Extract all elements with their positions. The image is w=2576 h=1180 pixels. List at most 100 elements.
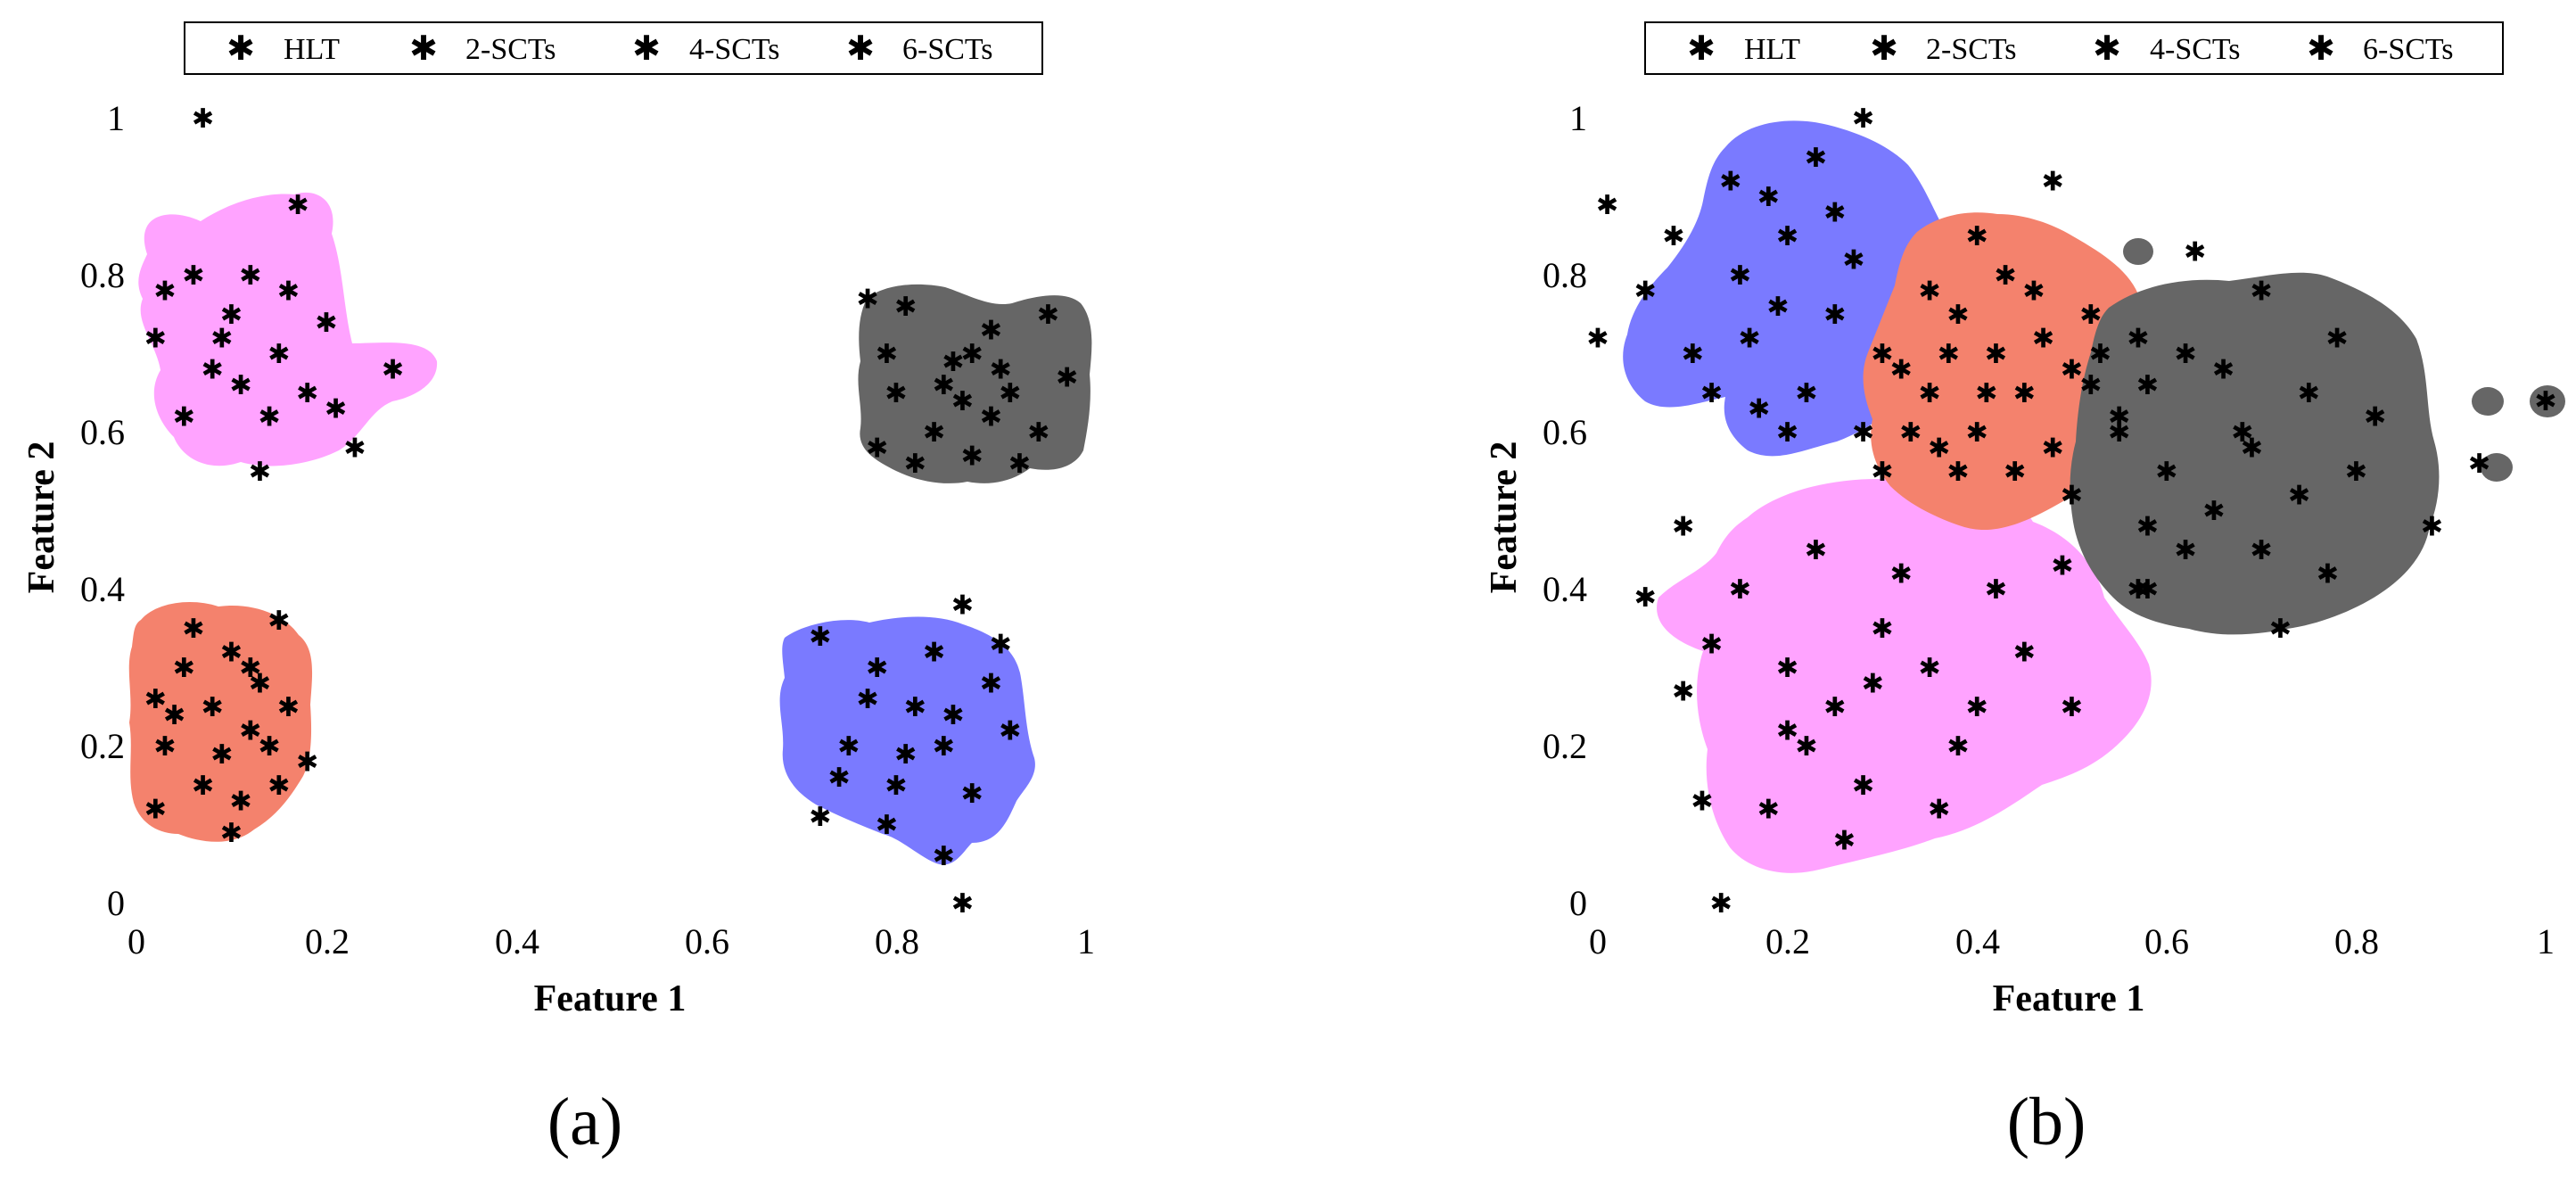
data-point-2-scts: ✱ <box>1985 340 2007 369</box>
data-point-2-scts: ✱ <box>2136 371 2159 400</box>
x-tick-label: 0 <box>128 921 145 961</box>
data-point-6-scts: ✱ <box>1776 654 1798 683</box>
legend-label: 4-SCTs <box>689 33 780 66</box>
x-tick-label: 0.6 <box>2144 921 2189 961</box>
data-point-hlt: ✱ <box>990 356 1012 385</box>
region-4-scts <box>779 616 1035 865</box>
data-point-6-scts: ✱ <box>1805 536 1827 565</box>
data-point-2-scts: ✱ <box>220 819 243 848</box>
data-point-hlt: ✱ <box>2241 434 2263 464</box>
data-point-2-scts: ✱ <box>2079 301 2102 330</box>
data-point-hlt: ✱ <box>980 317 1002 346</box>
data-point-4-scts: ✱ <box>1766 293 1789 322</box>
data-point-hlt: ✱ <box>2231 418 2253 448</box>
data-point-2-scts: ✱ <box>163 701 185 730</box>
axes-a: 0 0.2 0.4 0.6 0.8 1 0 0.2 0.4 0.6 0.8 1 … <box>21 98 1095 1159</box>
data-point-4-scts: ✱ <box>828 763 851 793</box>
data-point-4-scts: ✱ <box>894 740 917 770</box>
y-tick-label: 0.8 <box>80 255 125 295</box>
legend-label: 4-SCTs <box>2150 33 2241 66</box>
data-point-hlt: ✱ <box>2136 575 2159 605</box>
x-axis-label: Feature 1 <box>534 978 687 1019</box>
data-point-6-scts: ✱ <box>1823 693 1846 722</box>
data-point-hlt: ✱ <box>961 340 983 369</box>
data-point-4-scts: ✱ <box>951 591 974 621</box>
data-point-hlt: ✱ <box>2127 324 2149 353</box>
data-point-4-scts: ✱ <box>809 803 831 832</box>
y-tick-label: 0.6 <box>1543 412 1587 452</box>
data-point-6-scts: ✱ <box>267 340 290 369</box>
data-point-2-scts: ✱ <box>1919 379 1941 408</box>
data-point-hlt: ✱ <box>2326 324 2349 353</box>
data-point-6-scts: ✱ <box>343 434 366 464</box>
region-6-scts <box>1657 475 2152 873</box>
data-point-hlt: ✱ <box>2534 387 2556 417</box>
data-point-hlt: ✱ <box>866 434 888 464</box>
data-point-2-scts: ✱ <box>2022 277 2045 307</box>
data-point-6-scts: ✱ <box>1672 677 1694 706</box>
data-point-4-scts: ✱ <box>1719 167 1741 196</box>
y-tick-label: 0 <box>107 883 125 923</box>
data-point-6-scts: ✱ <box>1946 732 1969 762</box>
data-point-6-scts: ✱ <box>325 395 347 425</box>
x-tick-label: 0.2 <box>305 921 350 961</box>
data-point-hlt: ✱ <box>1056 363 1078 392</box>
data-point-2-scts: ✱ <box>1748 395 1770 425</box>
data-point-2-scts: ✱ <box>1946 458 1969 487</box>
axes-b: 0 0.2 0.4 0.6 0.8 1 0 0.2 0.4 0.6 0.8 1 … <box>1484 98 2555 1159</box>
data-point-2-scts: ✱ <box>192 772 214 801</box>
data-point-4-scts: ✱ <box>1871 340 1893 369</box>
y-tick-label: 0.2 <box>1543 726 1587 766</box>
data-point-4-scts: ✱ <box>1776 222 1798 252</box>
data-point-4-scts: ✱ <box>1852 104 1874 134</box>
data-point-hlt: ✱ <box>999 379 1021 408</box>
data-point-4-scts: ✱ <box>1871 458 1893 487</box>
legend-b: ✱ HLT ✱ 2-SCTs ✱ 4-SCTs ✱ 6-SCTs <box>1644 21 2504 75</box>
data-point-hlt: ✱ <box>980 402 1002 432</box>
data-point-2-scts: ✱ <box>2032 324 2054 353</box>
data-point-hlt: ✱ <box>1037 301 1059 330</box>
data-point-2-scts: ✱ <box>277 693 300 722</box>
data-point-hlt: ✱ <box>904 450 926 479</box>
data-point-hlt: ✱ <box>2155 458 2177 487</box>
data-point-hlt: ✱ <box>2184 238 2206 268</box>
data-point-6-scts: ✱ <box>239 261 261 291</box>
data-point-2-scts: ✱ <box>249 670 271 699</box>
data-point-6-scts: ✱ <box>1862 670 1884 699</box>
data-point-2-scts: ✱ <box>2061 481 2083 510</box>
data-point-hlt: ✱ <box>894 293 917 322</box>
data-point-6-scts: ✱ <box>2061 693 2083 722</box>
data-point-2-scts: ✱ <box>259 732 281 762</box>
data-point-6-scts: ✱ <box>315 309 337 338</box>
legend-star: ✱ <box>1870 30 1898 68</box>
data-point-2-scts: ✱ <box>210 740 233 770</box>
data-point-hlt: ✱ <box>2251 277 2273 307</box>
region-hlt <box>2530 385 2565 417</box>
panel-b: ✱ HLT ✱ 2-SCTs ✱ 4-SCTs ✱ 6-SCTs ✱✱✱✱✱✱✱… <box>1484 21 2565 1159</box>
data-point-4-scts: ✱ <box>961 780 983 809</box>
data-point-6-scts: ✱ <box>249 458 271 487</box>
legend-star: ✱ <box>2093 30 2121 68</box>
data-point-4-scts: ✱ <box>857 685 879 714</box>
data-point-6-scts: ✱ <box>144 324 167 353</box>
data-point-4-scts: ✱ <box>1805 144 1827 173</box>
data-point-4-scts: ✱ <box>1842 245 1864 275</box>
data-point-2-scts: ✱ <box>2004 458 2026 487</box>
data-point-hlt: ✱ <box>2468 450 2490 479</box>
data-point-6-scts: ✱ <box>1776 716 1798 746</box>
panel-a: ✱ HLT ✱ 2-SCTs ✱ 4-SCTs ✱ 6-SCTs ✱ ✱✱✱✱✱✱… <box>21 21 1095 1159</box>
x-tick-label: 0.8 <box>875 921 919 961</box>
data-point-2-scts: ✱ <box>267 772 290 801</box>
data-point-hlt: ✱ <box>961 441 983 471</box>
x-tick-label: 1 <box>1077 921 1095 961</box>
data-point-2-scts: ✱ <box>202 693 224 722</box>
points-a: ✱ ✱✱✱✱✱✱ ✱✱✱✱✱✱✱✱✱✱✱✱✱✱✱✱✱✱✱✱✱✱✱✱✱✱✱✱✱✱✱✱✱… <box>144 104 1079 919</box>
data-point-hlt: ✱ <box>2317 559 2339 589</box>
data-point-6-scts: ✱ <box>1966 693 1988 722</box>
region-hlt <box>858 284 1092 483</box>
cluster-regions-b <box>1623 120 2565 873</box>
data-point-2-scts: ✱ <box>2108 402 2130 432</box>
data-point-4-scts: ✱ <box>1890 356 1913 385</box>
data-point-6-scts: ✱ <box>2127 575 2149 605</box>
